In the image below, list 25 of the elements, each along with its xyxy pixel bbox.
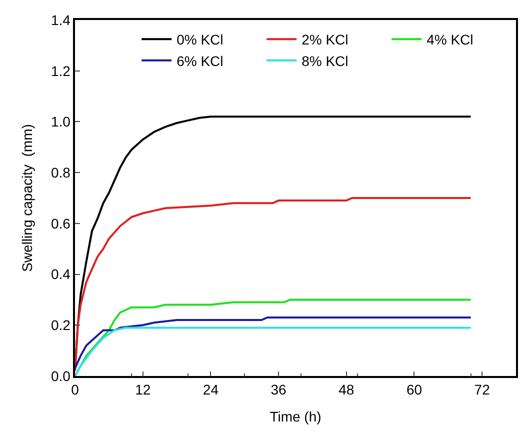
line-series — [75, 316, 472, 370]
y-tick-label: 1.2 — [50, 62, 71, 79]
y-tick-label: 0.8 — [50, 164, 71, 180]
legend-label: 4% KCl — [426, 32, 474, 48]
y-tick-label: 0.2 — [50, 317, 71, 334]
y-tick-label: 1.0 — [50, 114, 71, 130]
x-tick-label: 0 — [71, 382, 80, 398]
x-tick-label: 24 — [202, 382, 219, 398]
x-tick-label: 72 — [474, 382, 490, 398]
y-tick-label: 1.4 — [50, 12, 71, 28]
y-axis-title: Swelling capacity (mm) — [19, 124, 36, 272]
legend-label: 6% KCl — [176, 52, 224, 69]
legend-label: 0% KCl — [176, 32, 224, 48]
y-tick-label: 0.4 — [50, 266, 71, 282]
x-tick-label: 60 — [406, 382, 422, 398]
y-tick-label: 0.6 — [50, 215, 71, 232]
x-tick-label: 48 — [338, 382, 354, 398]
legend-label: 2% KCl — [302, 32, 348, 48]
x-tick-label: 36 — [270, 382, 287, 398]
line-series — [75, 326, 472, 376]
x-tick-label: 12 — [135, 382, 151, 398]
legend-label: 8% KCl — [302, 52, 348, 69]
x-axis-title: Time (h) — [270, 408, 322, 424]
line-series — [75, 197, 472, 372]
y-tick-label: 0.0 — [50, 368, 71, 384]
